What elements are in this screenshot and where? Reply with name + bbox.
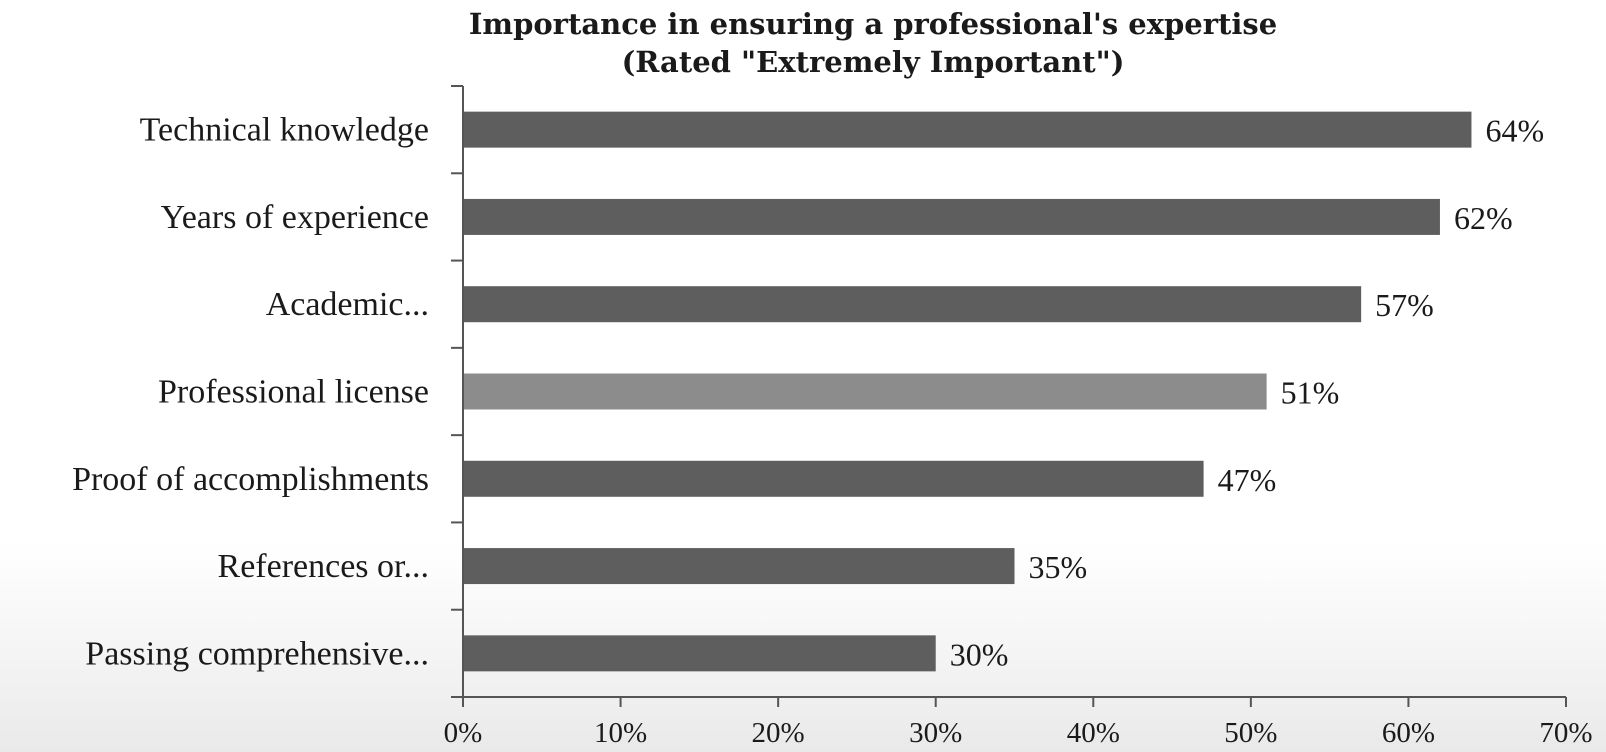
x-tick-label-6: 60% (1382, 717, 1435, 749)
x-tick-label-4: 40% (1067, 717, 1120, 749)
chart-title: Importance in ensuring a professional's … (469, 7, 1277, 41)
value-label-4: 47% (1218, 462, 1277, 498)
bar-2 (463, 286, 1362, 323)
bars-group (463, 111, 1472, 672)
value-label-3: 51% (1281, 375, 1340, 411)
category-label-5: References or... (218, 548, 429, 585)
category-label-1: Years of experience (161, 199, 429, 236)
category-label-6: Passing comprehensive... (85, 635, 429, 672)
bar-1 (463, 198, 1440, 235)
x-tick-label-7: 70% (1539, 717, 1592, 749)
bar-0 (463, 111, 1472, 148)
bar-6 (463, 635, 936, 672)
x-tick-label-3: 30% (909, 717, 962, 749)
category-label-0: Technical knowledge (140, 112, 429, 149)
chart-subtitle: (Rated "Extremely Important") (622, 45, 1125, 79)
x-tick-label-1: 10% (594, 717, 647, 749)
value-label-0: 64% (1485, 113, 1544, 149)
category-label-2: Academic... (266, 286, 429, 323)
bar-3 (463, 373, 1267, 410)
value-labels: 64% 62% 57% 51% 47% 35% 30% (950, 113, 1544, 673)
x-tick-label-0: 0% (444, 717, 483, 749)
category-label-4: Proof of accomplishments (72, 461, 429, 498)
value-label-6: 30% (950, 636, 1009, 672)
value-label-1: 62% (1454, 200, 1513, 236)
bar-4 (463, 460, 1204, 497)
category-label-3: Professional license (158, 374, 429, 411)
category-labels: Technical knowledge Years of experience Ac… (72, 112, 429, 673)
value-label-5: 35% (1029, 549, 1088, 585)
bar-5 (463, 548, 1015, 585)
axes-group (451, 85, 1567, 707)
x-tick-labels: 0% 10% 20% 30% 40% 50% 60% 70% (444, 717, 1593, 749)
x-tick-label-5: 50% (1224, 717, 1277, 749)
x-tick-label-2: 20% (752, 717, 805, 749)
value-label-2: 57% (1375, 287, 1434, 323)
